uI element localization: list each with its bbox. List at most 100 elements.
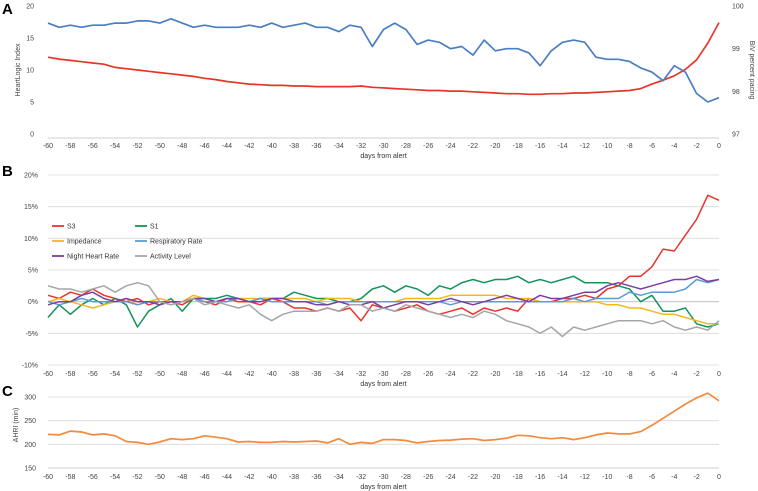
x-tick-label: -46 [200,143,210,150]
x-tick-label: -12 [580,371,590,378]
series-line-ahri [47,392,720,446]
x-tick-label: -34 [334,143,344,150]
x-tick-label: -38 [289,474,299,481]
x-tick-label: -48 [177,474,187,481]
x-tick-label: -44 [222,143,232,150]
x-tick-label: -56 [88,474,98,481]
x-tick-label: -52 [132,371,142,378]
y-tick-label: 250 [24,418,36,425]
x-tick-label: -18 [513,371,523,378]
x-tick-label: 0 [717,474,721,481]
panel-a-letter: A [2,1,13,18]
x-tick-label: -60 [43,474,53,481]
legend-label: Night Heart Rate [67,254,119,261]
y-tick-label-right: 97 [732,132,740,139]
legend-label: Impedance [67,239,102,246]
x-tick-label: -52 [132,474,142,481]
x-tick-label: -42 [244,474,254,481]
series-line-heartlogic-index [47,22,720,96]
x-tick-label: -50 [155,143,165,150]
x-tick-label: -40 [267,474,277,481]
x-tick-label: -16 [535,474,545,481]
x-tick-label: -34 [334,371,344,378]
x-tick-label: -30 [378,474,388,481]
x-tick-label: -54 [110,143,120,150]
x-tick-label: 0 [717,371,721,378]
x-tick-label: -32 [356,474,366,481]
x-tick-label: -14 [557,474,567,481]
x-tick-label: -18 [513,474,523,481]
x-tick-label: -10 [602,474,612,481]
x-tick-label: -20 [490,371,500,378]
y-tick-label-left: 10 [26,68,34,75]
x-tick-label: -46 [200,371,210,378]
x-tick-label: -10 [602,371,612,378]
legend-label: S1 [150,224,159,231]
x-tick-label: -24 [446,474,456,481]
x-tick-label: -4 [671,474,677,481]
legend-label: Respiratory Rate [150,239,203,246]
panel-b-chart: -60 -58 -56 -54 -52 -50 -48 -46 -44 -42 -40 -38 -36-… [22,173,721,389]
x-tick-label: -4 [671,143,677,150]
y-tick-label-right: 98 [732,89,740,96]
x-axis-label: days from alert [360,484,406,491]
x-tick-label: -26 [423,143,433,150]
x-tick-label: -42 [244,143,254,150]
x-tick-label: -28 [401,143,411,150]
x-tick-label: -56 [88,143,98,150]
x-tick-label: -12 [580,143,590,150]
y-tick-label: 150 [24,466,36,473]
series-line-night-heart-rate [47,275,720,309]
x-tick-label: -38 [289,371,299,378]
y-tick-label-right: 100 [732,4,744,11]
x-tick-label: -26 [423,371,433,378]
x-tick-label: -22 [468,474,478,481]
x-tick-label: -44 [222,371,232,378]
x-tick-label: -16 [535,143,545,150]
x-tick-label: -24 [446,143,456,150]
x-tick-label: -18 [513,143,523,150]
y-tick-label: 5% [28,268,38,275]
x-tick-label: -26 [423,474,433,481]
panel-a-chart: -60 -58 -56 -54 -52 -50 -48 -46 -44 -42 -40 -38 -36-… [15,4,755,161]
x-tick-label: -8 [626,474,632,481]
y-tick-label: 15% [24,204,38,211]
y-tick-label: -5% [26,331,38,338]
x-tick-label: -6 [649,371,655,378]
x-tick-label: -48 [177,371,187,378]
panel-c-letter: C [2,383,13,400]
legend-label: S3 [67,224,76,231]
x-tick-label: -14 [557,143,567,150]
x-tick-label: -10 [602,143,612,150]
panel-c-chart: -60 -58 -56 -54 -52 -50 -48 -46 -44 -42 -40 -38 -36-… [13,392,721,491]
x-tick-label: -36 [311,371,321,378]
x-tick-label: -30 [378,371,388,378]
x-tick-label: -28 [401,371,411,378]
x-tick-label: -50 [155,474,165,481]
y-tick-label: 200 [24,442,36,449]
panel-b-letter: B [2,163,13,180]
x-tick-label: -20 [490,474,500,481]
x-tick-label: 0 [717,143,721,150]
x-tick-label: -2 [694,143,700,150]
y-tick-label-left: 5 [30,100,34,107]
x-tick-label: -52 [132,143,142,150]
x-tick-label: -8 [626,371,632,378]
x-tick-label: -56 [88,371,98,378]
y-tick-label: 300 [24,395,36,402]
x-tick-label: -50 [155,371,165,378]
x-tick-label: -58 [65,474,75,481]
series-line-biv-percent-pacing [47,17,720,103]
x-axis-label: days from alert [360,381,406,388]
x-tick-label: -22 [468,143,478,150]
x-tick-label: -40 [267,371,277,378]
y-tick-label-left: 15 [26,36,34,43]
x-tick-label: -2 [694,474,700,481]
x-tick-label: -12 [580,474,590,481]
x-tick-label: -40 [267,143,277,150]
x-tick-label: -54 [110,474,120,481]
x-tick-label: -28 [401,474,411,481]
x-tick-label: -22 [468,371,478,378]
x-axis-label: days from alert [360,153,406,160]
